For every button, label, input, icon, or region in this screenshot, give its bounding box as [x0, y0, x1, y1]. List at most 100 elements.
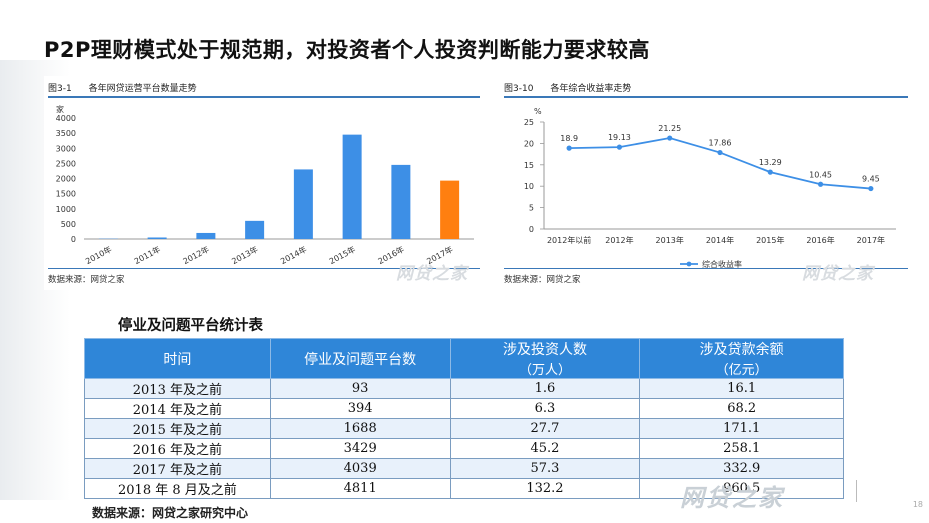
x-tick-label: 2015年 [327, 244, 357, 266]
header-platform-count: 停业及问题平台数 [269, 338, 451, 379]
data-point [667, 135, 673, 141]
divider [856, 480, 857, 502]
x-tick-label: 2012年以前 [547, 235, 591, 245]
y-tick-label: 15 [524, 161, 534, 170]
caption-rule [48, 96, 480, 98]
table-row: 2016 年及之前 3429 45.2 258.1 [84, 438, 844, 459]
y-tick-label: 10 [524, 182, 534, 191]
caption-rule [504, 96, 908, 98]
table-header-row: 时间 停业及问题平台数 涉及投资人数 （万人） 涉及贷款余额 （亿元） [84, 338, 844, 379]
y-tick-label: 20 [524, 139, 534, 148]
line-chart: % 0 5 10 15 20 25 18.9 2012年以前 19.13 2012年 21.25 201… [524, 107, 896, 269]
chart-source: 数据来源：网贷之家 [504, 275, 581, 285]
bar [391, 164, 411, 239]
cell-investors: 132.2 [449, 478, 641, 499]
watermark-logo: 网贷之家 [680, 484, 784, 512]
yield-rate-chart-panel: 图3-10 各年综合收益率走势 % 0 5 10 15 20 25 18.9 2012年以前 19… [500, 76, 912, 290]
cell-time: 2018 年 8 月及之前 [84, 478, 271, 499]
problem-platform-table: 时间 停业及问题平台数 涉及投资人数 （万人） 涉及贷款余额 （亿元） 2013 年… [84, 338, 844, 499]
y-tick-label: 3500 [56, 129, 76, 138]
cell-investors: 1.6 [449, 378, 641, 399]
table-row: 2017 年及之前 4039 57.3 332.9 [84, 458, 844, 479]
y-tick-label: 2000 [56, 175, 76, 184]
cell-investors: 45.2 [449, 438, 641, 459]
bar [245, 220, 265, 239]
data-label: 18.9 [560, 134, 578, 143]
table-title: 停业及问题平台统计表 [118, 318, 263, 334]
y-tick-label: 1000 [56, 205, 76, 214]
table-source: 数据来源：网贷之家研究中心 [92, 506, 249, 520]
header-investors: 涉及投资人数 （万人） [449, 338, 641, 379]
cell-platform-count: 1688 [269, 418, 451, 439]
y-tick-label: 500 [61, 220, 76, 229]
data-label: 17.86 [709, 139, 732, 148]
chart-caption-title: 各年综合收益率走势 [550, 84, 632, 94]
bar [342, 134, 362, 239]
chart-source: 数据来源：网贷之家 [48, 275, 125, 285]
y-tick-label: 0 [71, 235, 76, 244]
cell-time: 2014 年及之前 [84, 398, 271, 419]
table-row: 2018 年 8 月及之前 4811 132.2 960.5 [84, 478, 844, 499]
cell-platform-count: 3429 [269, 438, 451, 459]
x-tick-label: 2010年 [84, 244, 114, 266]
data-point [767, 169, 773, 175]
cell-time: 2013 年及之前 [84, 378, 271, 399]
y-axis-label: % [534, 107, 542, 116]
cell-loan-balance: 171.1 [639, 418, 844, 439]
data-label: 13.29 [759, 158, 782, 167]
x-tick-label: 2011年 [132, 244, 162, 266]
chart-caption-number: 图3-1 [48, 84, 72, 94]
data-label: 21.25 [658, 124, 681, 133]
x-tick-label: 2013年 [230, 244, 260, 266]
cell-time: 2017 年及之前 [84, 458, 271, 479]
chart-caption-title: 各年网贷运营平台数量走势 [88, 84, 197, 94]
cell-platform-count: 4811 [269, 478, 451, 499]
data-point [868, 185, 874, 192]
table-row: 2014 年及之前 394 6.3 68.2 [84, 398, 844, 419]
y-tick-label: 3000 [56, 144, 76, 153]
cell-loan-balance: 258.1 [639, 438, 844, 459]
table-row: 2015 年及之前 1688 27.7 171.1 [84, 418, 844, 439]
data-point [817, 181, 824, 187]
watermark-logo: 网贷之家 [396, 264, 468, 284]
cell-investors: 57.3 [449, 458, 641, 479]
bar [196, 232, 216, 239]
cell-loan-balance: 960.5 [639, 478, 844, 499]
cell-platform-count: 394 [269, 398, 451, 419]
y-tick-label: 0 [529, 225, 534, 234]
x-tick-label: 2014年 [706, 235, 734, 245]
x-tick-label: 2014年 [279, 244, 309, 266]
y-tick-label: 2500 [56, 159, 76, 168]
cell-loan-balance: 16.1 [639, 378, 844, 399]
bar [440, 180, 460, 239]
chart-caption: 图3-1 各年网贷运营平台数量走势 [48, 81, 197, 94]
bar [147, 237, 167, 239]
slide-title: P2P理财模式处于规范期，对投资者个人投资判断能力要求较高 [44, 38, 650, 62]
x-tick-label: 2017年 [857, 235, 885, 245]
y-tick-label: 1500 [56, 190, 76, 199]
header-loan-balance: 涉及贷款余额 （亿元） [639, 338, 844, 379]
x-tick-label: 2015年 [756, 235, 784, 245]
source-rule [48, 268, 480, 269]
data-point [717, 149, 723, 156]
y-axis-label: 家 [56, 104, 64, 114]
platform-count-chart-panel: 图3-1 各年网贷运营平台数量走势 家 0 500 1000 1500 2000 2500 3… [44, 76, 484, 290]
cell-platform-count: 93 [269, 378, 451, 399]
y-tick-label: 25 [524, 118, 534, 127]
legend-label: 综合收益率 [702, 259, 742, 269]
data-label: 10.45 [809, 170, 832, 179]
x-tick-label: 2013年 [656, 235, 684, 245]
source-rule [504, 268, 908, 269]
cell-time: 2016 年及之前 [84, 438, 271, 459]
table-row: 2013 年及之前 93 1.6 16.1 [84, 378, 844, 399]
data-point [616, 144, 623, 150]
bar-chart: 家 0 500 1000 1500 2000 2500 3000 3500 4000 2010年 20… [56, 104, 474, 266]
cell-platform-count: 4039 [269, 458, 451, 479]
cell-loan-balance: 68.2 [639, 398, 844, 419]
y-tick-label: 5 [529, 204, 534, 213]
page-number: 18 [912, 500, 923, 509]
data-point [566, 145, 572, 151]
data-label: 19.13 [608, 133, 631, 142]
chart-caption: 图3-10 各年综合收益率走势 [504, 81, 631, 94]
watermark-logo: 网贷之家 [802, 264, 874, 284]
